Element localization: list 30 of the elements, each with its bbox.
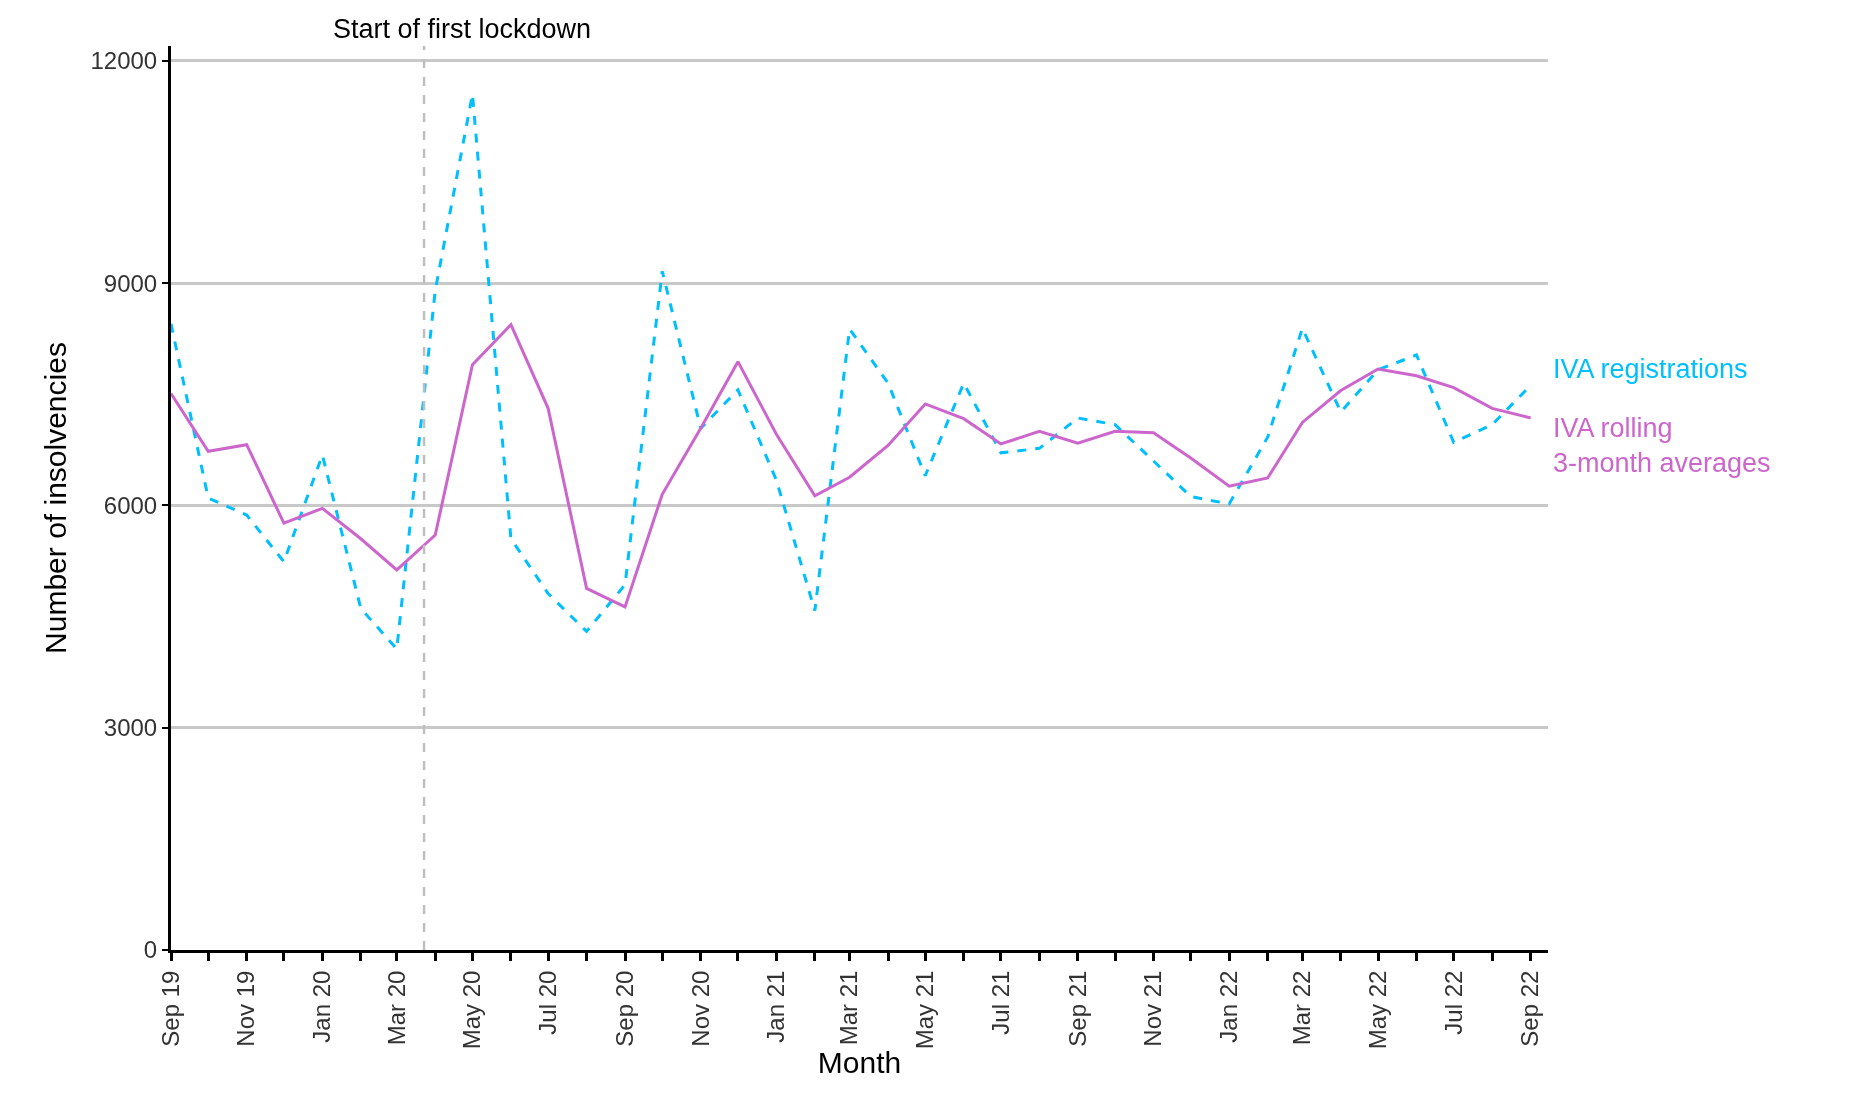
y-axis-title: Number of insolvencies — [39, 342, 73, 654]
line-series — [171, 323, 1533, 609]
x-tick-label: Sep 21 — [1063, 970, 1091, 1047]
x-axis-title: Month — [817, 1045, 902, 1079]
y-tick-label: 3000 — [103, 714, 158, 742]
x-tick-label: May 21 — [911, 970, 939, 1050]
y-tick-label: 12000 — [90, 47, 158, 75]
x-tick-label: Sep 22 — [1516, 970, 1544, 1047]
ref-line-label: Start of first lockdown — [333, 14, 592, 44]
x-tick-label: Jan 21 — [762, 970, 790, 1043]
x-tick-label: May 22 — [1363, 970, 1391, 1050]
x-tick-label: Nov 19 — [232, 970, 260, 1047]
x-tick-label: Nov 20 — [686, 970, 714, 1047]
x-tick-label: Mar 22 — [1288, 970, 1316, 1046]
x-tick-label: Jul 20 — [533, 970, 561, 1035]
x-tick-label: Jul 22 — [1439, 970, 1467, 1035]
x-tick-label: Mar 21 — [835, 970, 863, 1046]
x-tick-label: Jan 22 — [1214, 970, 1242, 1043]
x-tick-label: Sep 19 — [156, 970, 184, 1047]
x-tick-label: Jul 21 — [986, 970, 1014, 1035]
y-tick-label: 0 — [143, 936, 158, 964]
x-tick-label: Mar 20 — [382, 970, 410, 1046]
series-label: IVA rolling 3-month averages — [1553, 413, 1771, 479]
x-tick-label: Nov 21 — [1139, 970, 1167, 1047]
y-tick-label: 9000 — [103, 269, 158, 297]
series-label: IVA registrations — [1553, 354, 1748, 384]
y-tick-label: 6000 — [103, 491, 158, 519]
x-tick-label: Jan 20 — [308, 970, 336, 1043]
x-tick-label: Sep 20 — [610, 970, 638, 1047]
x-tick-label: May 20 — [458, 970, 486, 1050]
